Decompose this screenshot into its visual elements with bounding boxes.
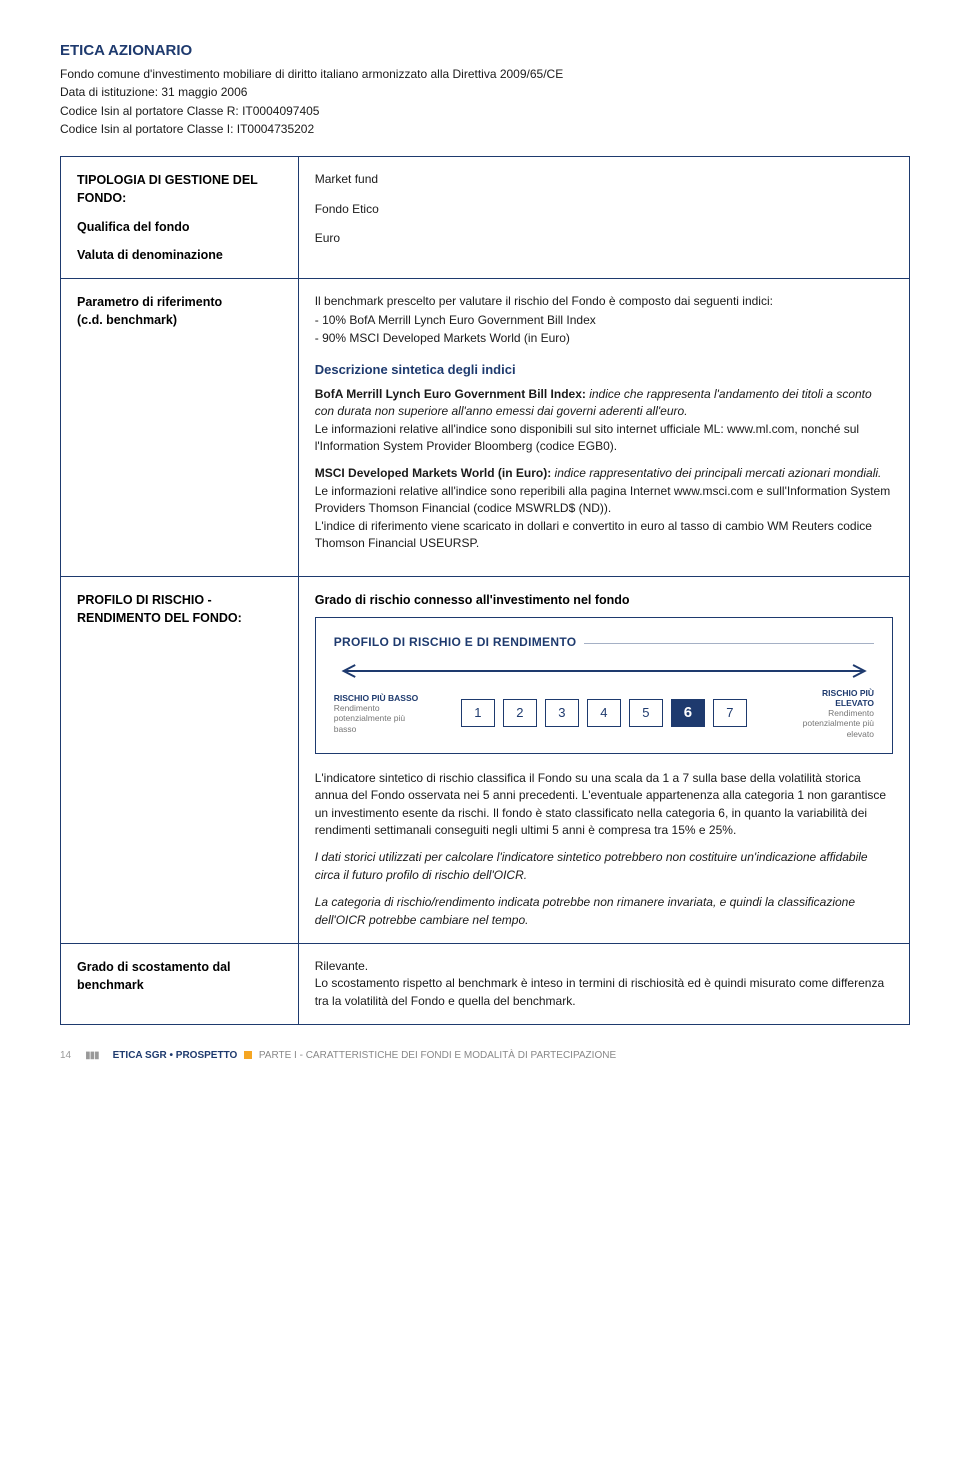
valuta-label: Valuta di denominazione — [77, 246, 282, 264]
footer-square-icon — [244, 1051, 252, 1059]
footer-decor: ▮▮▮ — [85, 1049, 99, 1064]
risk-level-1: 1 — [461, 699, 495, 727]
risk-level-7: 7 — [713, 699, 747, 727]
index-msci-desc: indice rappresentativo dei principali me… — [555, 466, 882, 480]
fund-table: TIPOLOGIA DI GESTIONE DEL FONDO: Qualifi… — [60, 156, 910, 1025]
risk-para3: La categoria di rischio/rendimento indic… — [315, 894, 893, 929]
index-msci: MSCI Developed Markets World (in Euro): … — [315, 465, 893, 552]
subtitle-line: Fondo comune d'investimento mobiliare di… — [60, 66, 910, 83]
risk-para1: L'indicatore sintetico di rischio classi… — [315, 770, 893, 840]
page-footer: 14 ▮▮▮ ETICA SGR • PROSPETTO PARTE I - C… — [60, 1049, 910, 1064]
profilo-label2: RENDIMENTO DEL FONDO: — [77, 609, 282, 627]
risk-low-label: RISCHIO PIÙ BASSO Rendimento potenzialme… — [334, 693, 426, 734]
subtitle-line: Codice Isin al portatore Classe I: IT000… — [60, 121, 910, 138]
benchmark-label: Parametro di riferimento — [77, 293, 282, 311]
risk-level-3: 3 — [545, 699, 579, 727]
benchmark-list: 10% BofA Merrill Lynch Euro Government B… — [315, 312, 893, 347]
subtitle-line: Codice Isin al portatore Classe R: IT000… — [60, 103, 910, 120]
risk-level-6: 6 — [671, 699, 705, 727]
risk-box-title: PROFILO DI RISCHIO E DI RENDIMENTO — [334, 634, 577, 651]
index-bofa-name: BofA Merrill Lynch Euro Government Bill … — [315, 387, 589, 401]
risk-high-label: RISCHIO PIÙ ELEVATO Rendimento potenzial… — [782, 688, 874, 739]
tipologia-value: Market fund — [315, 171, 893, 188]
scostamento-label: Grado di scostamento dal benchmark — [77, 958, 282, 994]
benchmark-intro: Il benchmark prescelto per valutare il r… — [315, 293, 893, 310]
scostamento-desc: Lo scostamento rispetto al benchmark è i… — [315, 975, 893, 1010]
footer-doc: PROSPETTO — [176, 1050, 238, 1061]
risk-indicator-box: PROFILO DI RISCHIO E DI RENDIMENTO RISCH… — [315, 617, 893, 753]
risk-para2: I dati storici utilizzati per calcolare … — [315, 849, 893, 884]
fund-subtitles: Fondo comune d'investimento mobiliare di… — [60, 66, 910, 139]
fund-title: ETICA AZIONARIO — [60, 40, 910, 62]
profilo-label1: PROFILO DI RISCHIO - — [77, 591, 282, 609]
footer-part: PARTE I - CARATTERISTICHE DEI FONDI E MO… — [259, 1050, 616, 1061]
scostamento-value: Rilevante. — [315, 958, 893, 975]
risk-level-2: 2 — [503, 699, 537, 727]
benchmark-label2: (c.d. benchmark) — [77, 311, 282, 329]
index-msci-info2: L'indice di riferimento viene scaricato … — [315, 519, 872, 550]
benchmark-item: 90% MSCI Developed Markets World (in Eur… — [327, 330, 893, 347]
profilo-heading: Grado di rischio connesso all'investimen… — [315, 591, 893, 609]
index-msci-info1: Le informazioni relative all'indice sono… — [315, 484, 891, 515]
risk-level-4: 4 — [587, 699, 621, 727]
qualifica-label: Qualifica del fondo — [77, 218, 282, 236]
footer-brand: ETICA SGR — [113, 1050, 167, 1061]
risk-title-rule — [584, 643, 874, 644]
index-bofa-info: Le informazioni relative all'indice sono… — [315, 422, 859, 453]
tipologia-label: TIPOLOGIA DI GESTIONE DEL FONDO: — [77, 171, 282, 207]
indices-subhead: Descrizione sintetica degli indici — [315, 361, 893, 380]
risk-level-5: 5 — [629, 699, 663, 727]
index-bofa: BofA Merrill Lynch Euro Government Bill … — [315, 386, 893, 456]
qualifica-value: Fondo Etico — [315, 201, 893, 218]
valuta-value: Euro — [315, 230, 893, 247]
risk-numbers: 1234567 — [461, 699, 747, 727]
index-msci-name: MSCI Developed Markets World (in Euro): — [315, 466, 555, 480]
page-number: 14 — [60, 1049, 71, 1064]
subtitle-line: Data di istituzione: 31 maggio 2006 — [60, 84, 910, 101]
risk-double-arrow — [334, 664, 874, 674]
risk-scale: RISCHIO PIÙ BASSO Rendimento potenzialme… — [334, 688, 874, 739]
benchmark-item: 10% BofA Merrill Lynch Euro Government B… — [327, 312, 893, 329]
